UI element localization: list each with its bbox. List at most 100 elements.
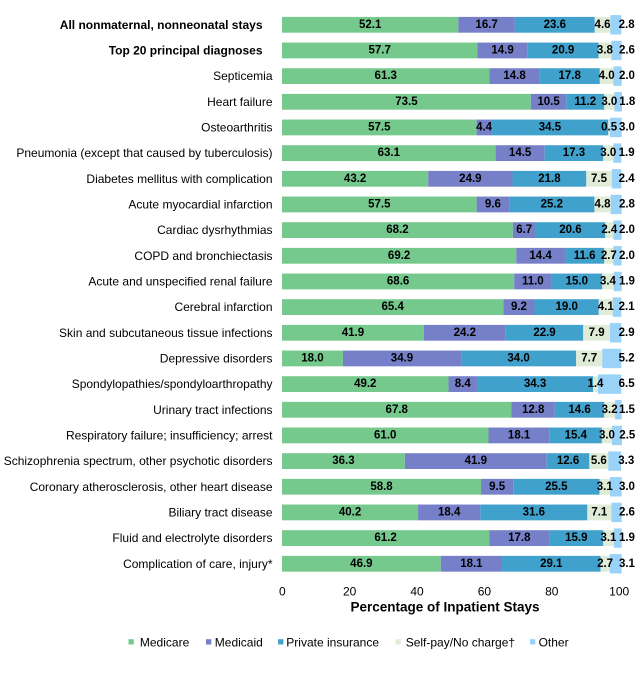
svg-text:2.9: 2.9 [619,327,635,339]
svg-text:46.9: 46.9 [350,558,372,570]
svg-text:24.2: 24.2 [454,327,476,339]
svg-text:14.6: 14.6 [568,404,590,416]
svg-text:Cardiac dysrhythmias: Cardiac dysrhythmias [157,223,272,237]
svg-text:41.9: 41.9 [342,327,364,339]
svg-text:9.5: 9.5 [489,481,506,493]
svg-text:25.5: 25.5 [545,481,568,493]
svg-text:4.8: 4.8 [595,198,612,210]
svg-text:69.2: 69.2 [388,250,410,262]
svg-text:3.8: 3.8 [597,44,614,56]
svg-text:4.0: 4.0 [599,70,615,82]
svg-text:12.8: 12.8 [522,404,545,416]
svg-text:21.8: 21.8 [538,173,561,185]
svg-text:61.0: 61.0 [374,429,396,441]
svg-text:3.1: 3.1 [597,481,614,493]
svg-text:3.2: 3.2 [602,404,618,416]
svg-text:7.5: 7.5 [591,173,608,185]
svg-text:Depressive disorders: Depressive disorders [160,351,273,365]
svg-text:57.5: 57.5 [368,121,391,133]
svg-text:57.7: 57.7 [368,44,390,56]
svg-text:Coronary atherosclerosis, othe: Coronary atherosclerosis, other heart di… [30,480,273,494]
svg-text:0.5: 0.5 [601,121,618,133]
svg-text:49.2: 49.2 [354,378,376,390]
svg-text:4.1: 4.1 [598,301,615,313]
svg-text:8.4: 8.4 [455,378,472,390]
svg-text:16.7: 16.7 [475,19,497,31]
svg-text:1.8: 1.8 [619,96,636,108]
svg-text:14.8: 14.8 [503,70,526,82]
svg-text:2.4: 2.4 [601,224,618,236]
svg-text:18.1: 18.1 [460,558,483,570]
svg-text:1.9: 1.9 [619,147,635,159]
svg-text:12.6: 12.6 [557,455,579,467]
svg-text:25.2: 25.2 [541,198,563,210]
svg-text:18.1: 18.1 [508,429,531,441]
svg-text:43.2: 43.2 [344,173,366,185]
svg-text:15.0: 15.0 [566,275,588,287]
svg-text:Spondylopathies/spondyloarthro: Spondylopathies/spondyloarthropathy [72,377,273,391]
svg-text:4.6: 4.6 [595,19,611,31]
svg-text:COPD and bronchiectasis: COPD and bronchiectasis [134,249,272,263]
svg-text:17.8: 17.8 [508,532,531,544]
svg-text:5.2: 5.2 [619,352,635,364]
svg-text:67.8: 67.8 [386,404,409,416]
svg-text:Self-pay/No charge†: Self-pay/No charge† [406,635,515,649]
svg-text:3.4: 3.4 [600,275,617,287]
svg-text:2.5: 2.5 [619,429,636,441]
svg-text:34.5: 34.5 [539,121,562,133]
svg-text:34.0: 34.0 [507,352,529,364]
svg-text:Medicaid: Medicaid [215,635,263,649]
svg-text:7.7: 7.7 [581,352,597,364]
svg-text:24.9: 24.9 [459,173,481,185]
svg-text:Complication of care, injury*: Complication of care, injury* [123,557,273,571]
svg-text:17.3: 17.3 [563,147,585,159]
svg-text:14.9: 14.9 [491,44,513,56]
svg-text:36.3: 36.3 [332,455,354,467]
svg-text:3.0: 3.0 [601,96,617,108]
svg-text:6.7: 6.7 [516,224,532,236]
svg-text:80: 80 [545,585,559,599]
svg-text:17.8: 17.8 [559,70,582,82]
svg-text:Skin and subcutaneous tissue i: Skin and subcutaneous tissue infections [59,326,272,340]
svg-text:68.2: 68.2 [386,224,408,236]
svg-text:Septicemia: Septicemia [213,69,273,83]
svg-text:65.4: 65.4 [381,301,404,313]
svg-text:Biliary tract disease: Biliary tract disease [168,505,272,519]
svg-text:40.2: 40.2 [339,506,361,518]
svg-text:4.4: 4.4 [476,121,493,133]
svg-text:20: 20 [343,585,357,599]
svg-text:11.6: 11.6 [574,250,596,262]
svg-text:1.5: 1.5 [619,404,636,416]
svg-text:Cerebral infarction: Cerebral infarction [174,300,272,314]
svg-text:1.9: 1.9 [619,275,635,287]
svg-text:9.2: 9.2 [511,301,527,313]
svg-text:Urinary tract infections: Urinary tract infections [153,403,272,417]
svg-text:11.0: 11.0 [522,275,544,287]
svg-text:3.1: 3.1 [600,532,617,544]
svg-text:61.3: 61.3 [375,70,397,82]
svg-text:2.7: 2.7 [597,558,613,570]
svg-text:18.4: 18.4 [438,506,461,518]
svg-text:5.6: 5.6 [591,455,607,467]
svg-text:Medicare: Medicare [140,635,190,649]
svg-text:2.8: 2.8 [619,19,636,31]
svg-text:34.9: 34.9 [391,352,413,364]
svg-text:3.0: 3.0 [619,481,635,493]
svg-text:0: 0 [279,585,286,599]
svg-text:15.9: 15.9 [565,532,587,544]
svg-text:3.0: 3.0 [599,429,615,441]
svg-text:2.4: 2.4 [619,173,636,185]
svg-text:All nonmaternal, nonneonatal s: All nonmaternal, nonneonatal stays [60,18,263,32]
svg-text:9.6: 9.6 [485,198,501,210]
svg-text:2.0: 2.0 [619,224,635,236]
svg-text:Osteoarthritis: Osteoarthritis [201,120,272,134]
svg-text:6.5: 6.5 [619,378,636,390]
svg-text:Acute myocardial infarction: Acute myocardial infarction [128,197,272,211]
svg-text:15.4: 15.4 [565,429,588,441]
svg-text:41.9: 41.9 [465,455,487,467]
svg-text:2.6: 2.6 [619,506,635,518]
svg-text:18.0: 18.0 [301,352,323,364]
svg-text:23.6: 23.6 [544,19,566,31]
svg-text:Heart failure: Heart failure [207,95,273,109]
svg-text:2.8: 2.8 [619,198,636,210]
